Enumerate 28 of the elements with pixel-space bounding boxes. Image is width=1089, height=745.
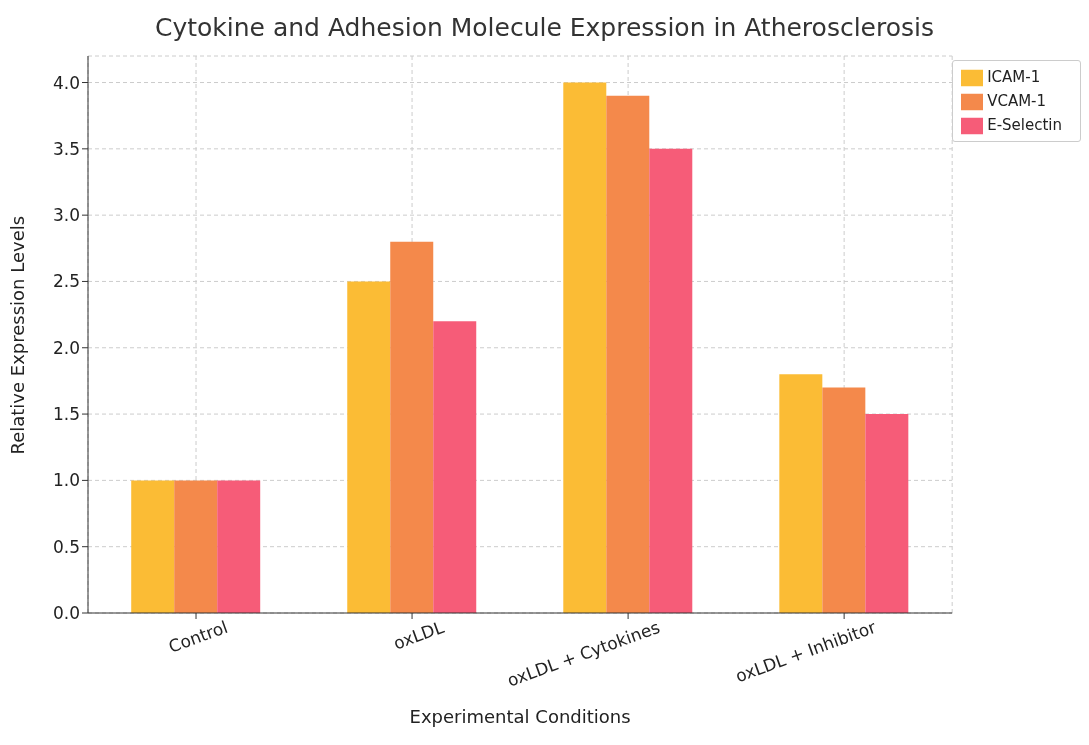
bar bbox=[822, 387, 866, 613]
bar bbox=[174, 480, 218, 613]
bar bbox=[649, 148, 693, 613]
y-tick-label: 3.0 bbox=[52, 205, 80, 226]
y-tick-label: 4.0 bbox=[52, 72, 80, 93]
y-tick-label: 0.0 bbox=[52, 603, 80, 624]
bar bbox=[347, 281, 391, 613]
bar bbox=[433, 321, 477, 613]
bar bbox=[606, 95, 650, 613]
bar bbox=[779, 374, 823, 613]
y-tick-label: 2.0 bbox=[52, 337, 80, 358]
y-tick-label: 1.5 bbox=[52, 404, 80, 425]
y-axis-title: Relative Expression Levels bbox=[7, 215, 29, 455]
y-tick-label: 3.5 bbox=[52, 138, 80, 159]
y-tick-label: 2.5 bbox=[52, 271, 80, 292]
legend-label: VCAM-1 bbox=[987, 92, 1047, 110]
x-axis-title: Experimental Conditions bbox=[409, 706, 631, 727]
bar bbox=[217, 480, 261, 613]
legend-label: E-Selectin bbox=[987, 116, 1062, 134]
bar bbox=[865, 414, 909, 613]
y-tick-label: 1.0 bbox=[52, 470, 80, 491]
y-tick-label: 0.5 bbox=[52, 536, 80, 557]
x-tick-label: oxLDL bbox=[390, 616, 447, 654]
legend-label: ICAM-1 bbox=[987, 68, 1041, 86]
bar bbox=[131, 480, 175, 613]
bar bbox=[390, 241, 434, 613]
chart-title: Cytokine and Adhesion Molecule Expression in Atherosclerosis bbox=[154, 12, 935, 44]
bar bbox=[563, 82, 607, 613]
